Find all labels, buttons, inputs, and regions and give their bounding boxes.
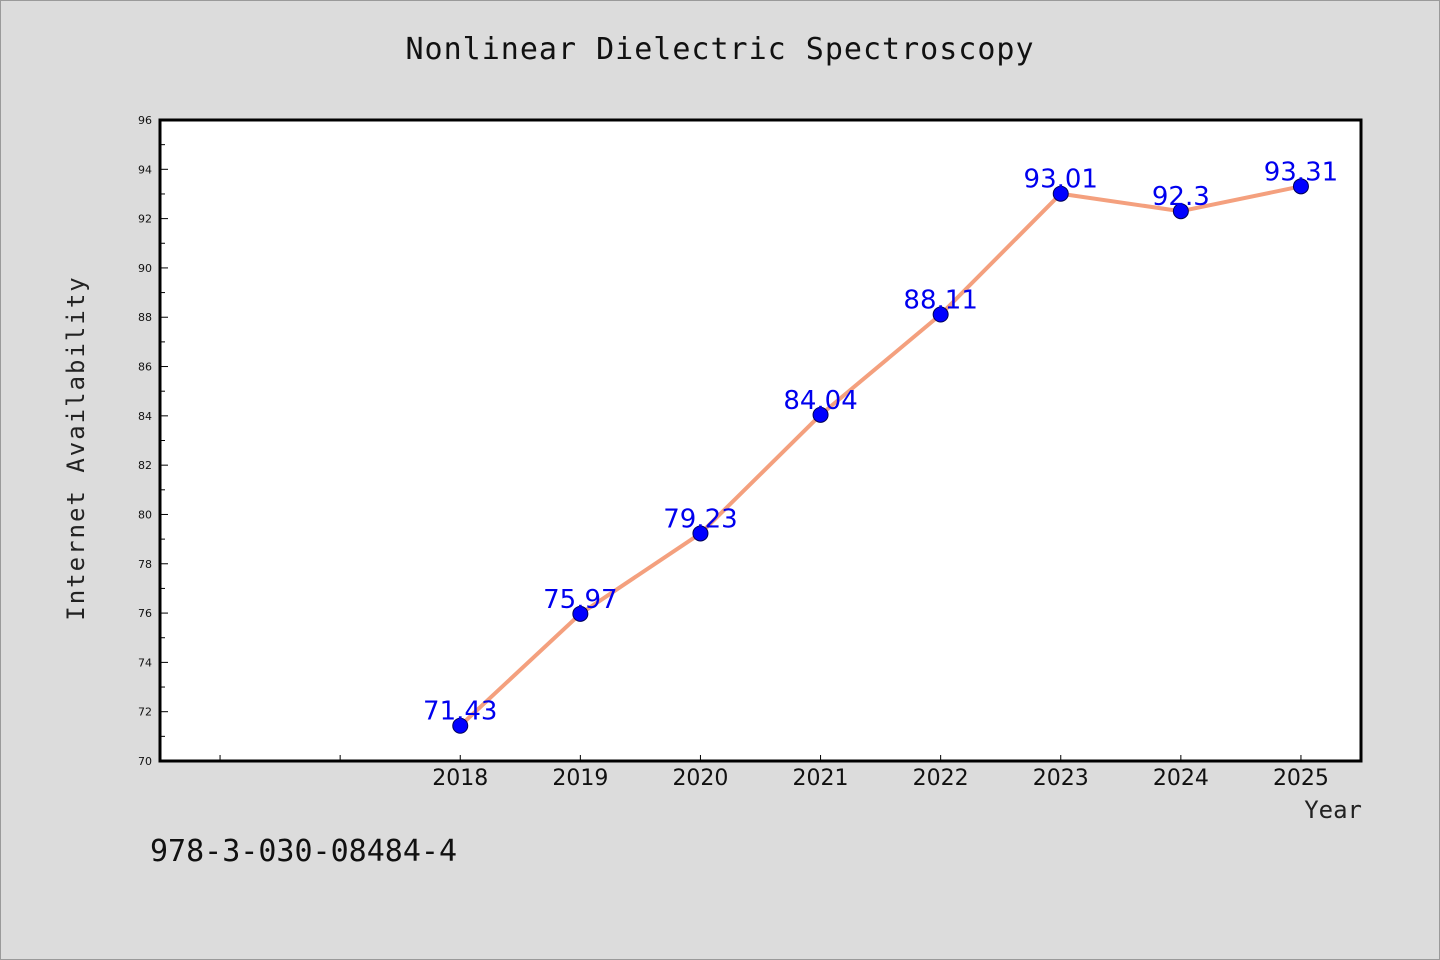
data-point (1052, 185, 1069, 202)
data-point (1292, 178, 1309, 195)
series-line (458, 184, 1302, 728)
x-tick-label: 2018 (432, 766, 488, 791)
x-tick-label: 2020 (672, 766, 728, 791)
y-tick-label: 82 (138, 459, 152, 472)
x-axis-label: Year (1304, 796, 1362, 824)
y-tick-label: 96 (138, 114, 152, 127)
x-tick-label: 2024 (1153, 766, 1209, 791)
y-tick-label: 92 (138, 213, 152, 226)
x-tick-label: 2025 (1273, 766, 1329, 791)
data-point (1172, 203, 1189, 220)
data-label: 71.43 (423, 697, 497, 727)
chart-title: Nonlinear Dielectric Spectroscopy (405, 32, 1035, 67)
data-point (692, 525, 709, 542)
y-tick-label: 76 (138, 607, 152, 620)
y-tick-label: 78 (138, 558, 152, 571)
y-tick-label: 88 (138, 311, 152, 324)
data-label: 88.11 (903, 286, 977, 316)
data-labels: 71.43 75.97 79.23 84.04 88.11 93.01 92.3 93.31 (423, 157, 1338, 726)
y-tick-label: 72 (138, 706, 152, 719)
x-tick-label: 2023 (1033, 766, 1089, 791)
x-tick-label: 2022 (913, 766, 969, 791)
y-axis-ticks: 70 72 74 76 78 80 82 84 86 88 90 92 94 96 (138, 114, 168, 768)
x-tick-label: 2019 (552, 766, 608, 791)
y-tick-label: 86 (138, 361, 152, 374)
y-tick-label: 70 (138, 755, 152, 768)
data-label: 92.3 (1152, 182, 1210, 212)
y-tick-label: 74 (138, 656, 152, 669)
data-point (572, 605, 589, 622)
plot-area (158, 118, 1363, 763)
data-point (452, 717, 469, 734)
data-label: 93.31 (1264, 157, 1338, 187)
y-tick-label: 94 (138, 163, 152, 176)
data-point (812, 406, 829, 423)
data-point (932, 306, 949, 323)
x-tick-label: 2021 (793, 766, 849, 791)
y-tick-label: 80 (138, 508, 152, 521)
series-markers (452, 178, 1309, 734)
data-label: 75.97 (543, 585, 617, 615)
y-tick-label: 90 (138, 262, 152, 275)
isbn-footer: 978-3-030-08484-4 (150, 834, 458, 869)
x-axis-ticks: 2018 2019 2020 2021 2022 2023 2024 2025 (219, 755, 1329, 791)
data-label: 79.23 (663, 504, 737, 534)
y-tick-label: 84 (138, 410, 152, 423)
data-label: 93.01 (1024, 165, 1098, 195)
data-label: 84.04 (783, 386, 857, 416)
